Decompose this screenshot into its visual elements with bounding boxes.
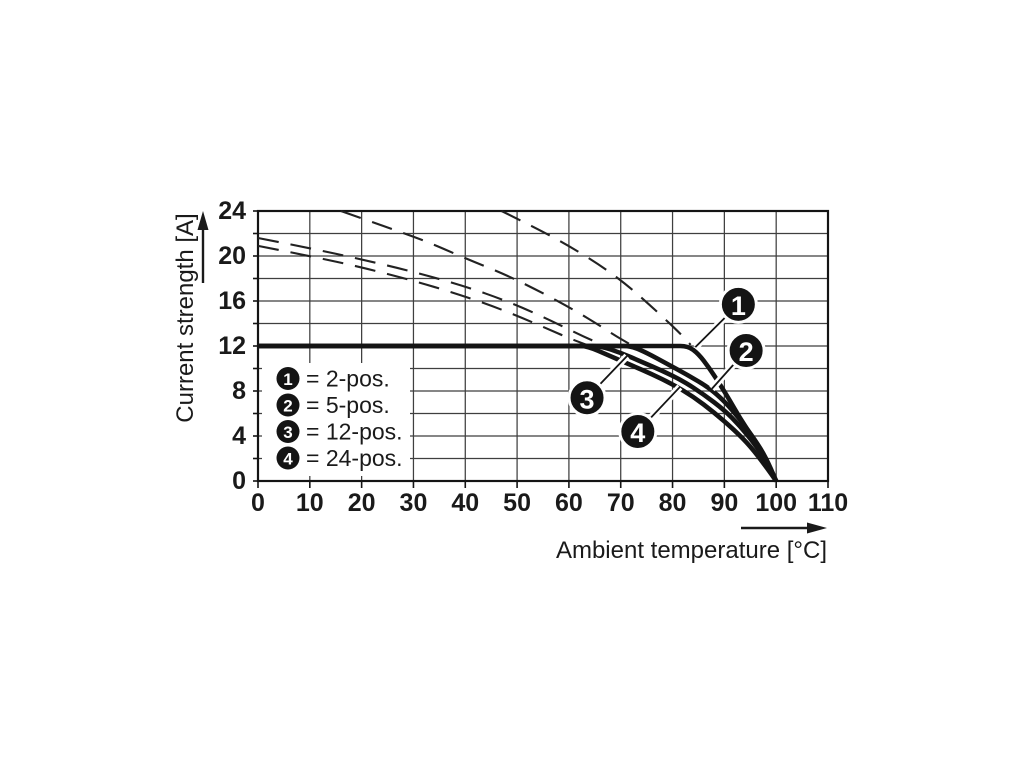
x-tick-label-20: 20 [348, 489, 376, 517]
x-tick-label-30: 30 [400, 489, 428, 517]
curve-2-solid [258, 343, 779, 482]
legend-item-2-pos: 1 = 2-pos. [276, 366, 390, 392]
legend-number-badge [276, 393, 300, 417]
y-tick-label-24: 24 [218, 197, 246, 225]
legend-label: = 2-pos. [306, 366, 390, 392]
callout-circle [726, 331, 766, 370]
x-tick-label-80: 80 [659, 489, 687, 517]
legend-label: = 5-pos. [306, 392, 390, 418]
x-axis-tick-labels: 0 10 20 30 40 50 60 70 80 90 100 110 [251, 489, 848, 517]
legend-number-badge [276, 446, 300, 470]
axis-tick-marks [253, 210, 829, 488]
curve-2-dashed [340, 210, 632, 346]
y-tick-label-20: 20 [218, 242, 246, 270]
legend-label: = 24-pos. [306, 445, 403, 471]
x-tick-label-0: 0 [251, 489, 265, 517]
y-tick-label-8: 8 [232, 377, 246, 405]
x-axis-title: Ambient temperature [°C] [556, 537, 827, 564]
legend-number: 2 [283, 397, 292, 416]
legend-number-badge [276, 420, 300, 443]
x-tick-label-60: 60 [555, 489, 583, 517]
legend-number: 1 [283, 370, 292, 389]
y-tick-label-0: 0 [232, 467, 246, 495]
x-tick-label-110: 110 [808, 489, 848, 517]
y-axis-title: Current strength [A] [172, 213, 199, 422]
legend-number: 3 [283, 423, 292, 442]
x-tick-label-100: 100 [755, 489, 797, 517]
curve-3-solid [258, 343, 779, 483]
curve-1-dashed [501, 210, 692, 346]
x-tick-label-10: 10 [296, 489, 324, 517]
unlimited-derating-curves [257, 210, 692, 347]
x-tick-label-90: 90 [710, 489, 738, 517]
callout-circle [718, 284, 758, 324]
legend: 1 = 2-pos. 2 = 5-pos. 3 = 12-pos. 4 = 24-pos. [262, 363, 410, 476]
y-axis-direction-arrow [197, 211, 209, 283]
callout-number: 3 [580, 384, 595, 414]
curve-callouts: 1 2 3 4 [567, 284, 766, 451]
callout-number: 4 [630, 418, 645, 448]
callout-2: 2 [709, 331, 766, 392]
legend-item-12-pos: 3 = 12-pos. [276, 419, 403, 445]
callout-number: 2 [739, 337, 754, 367]
legend-number: 4 [283, 450, 293, 469]
limited-derating-curves [258, 343, 779, 483]
legend-label: = 12-pos. [306, 419, 403, 445]
curve-4-solid [258, 343, 779, 483]
x-tick-label-70: 70 [607, 489, 635, 517]
legend-item-5-pos: 2 = 5-pos. [276, 392, 390, 418]
callout-1: 1 [692, 284, 758, 350]
callout-circle [618, 412, 658, 451]
curve-3-dashed [257, 236, 604, 346]
callout-4: 4 [618, 384, 683, 451]
y-tick-label-16: 16 [218, 287, 246, 315]
legend-item-24-pos: 4 = 24-pos. [276, 445, 403, 471]
y-axis-tick-labels: 0 4 8 12 16 20 24 [218, 197, 246, 495]
callout-number: 1 [731, 291, 746, 321]
legend-number-badge [276, 367, 300, 390]
callout-3: 3 [567, 353, 630, 418]
y-tick-label-4: 4 [232, 422, 246, 450]
x-tick-label-40: 40 [451, 489, 479, 517]
x-axis-direction-arrow [741, 522, 827, 534]
callout-circle [567, 378, 607, 418]
x-tick-label-50: 50 [503, 489, 531, 517]
curve-4-dashed [257, 244, 591, 347]
y-tick-label-12: 12 [218, 332, 246, 360]
